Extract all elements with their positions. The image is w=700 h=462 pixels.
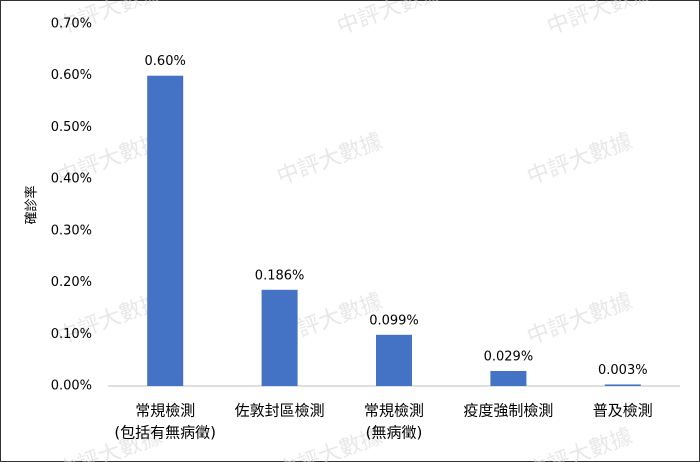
y-tick-label: 0.10% bbox=[51, 327, 92, 342]
value-label: 0.186% bbox=[255, 268, 305, 283]
y-tick-label: 0.40% bbox=[51, 172, 92, 187]
y-tick-label: 0.50% bbox=[51, 120, 92, 135]
value-label: 0.60% bbox=[145, 54, 186, 69]
bar bbox=[376, 334, 412, 386]
y-tick-label: 0.20% bbox=[51, 275, 92, 290]
bar bbox=[490, 371, 527, 386]
value-label: 0.029% bbox=[484, 350, 534, 365]
y-tick-label: 0.70% bbox=[51, 17, 92, 32]
x-tick-label: 常規檢測 bbox=[364, 402, 424, 420]
x-tick-label: (包括有無病徵) bbox=[114, 424, 216, 442]
x-tick-label: 普及檢測 bbox=[593, 402, 653, 420]
y-tick-label: 0.00% bbox=[51, 379, 92, 394]
value-label: 0.003% bbox=[598, 363, 648, 378]
x-tick-label: 佐敦封區檢測 bbox=[235, 402, 325, 420]
x-tick-label: (無病徵) bbox=[366, 424, 423, 442]
bar bbox=[604, 384, 641, 386]
value-label: 0.099% bbox=[369, 313, 419, 328]
y-axis-label: 確診率 bbox=[24, 185, 40, 224]
y-tick-label: 0.60% bbox=[51, 68, 92, 83]
x-tick-label: 疫度強制檢測 bbox=[463, 402, 553, 420]
bar bbox=[261, 289, 298, 386]
x-tick-label: 常規檢測 bbox=[135, 402, 195, 420]
y-tick-label: 0.30% bbox=[51, 223, 92, 238]
bar bbox=[147, 75, 184, 386]
